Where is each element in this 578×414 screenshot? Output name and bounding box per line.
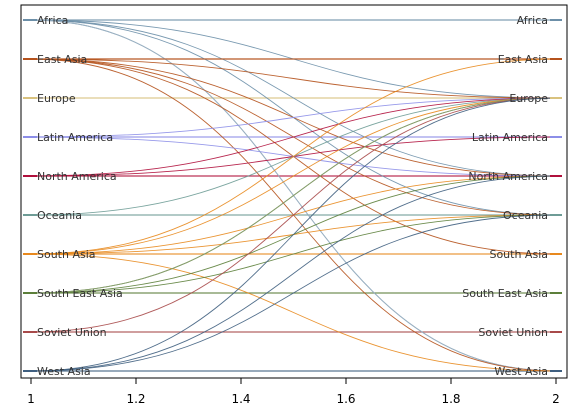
x-tick-label-1-4: 1.4 — [231, 392, 250, 406]
right-label-south-asia: South Asia — [489, 248, 548, 261]
left-label-africa: Africa — [37, 14, 68, 27]
plot-frame — [20, 4, 568, 379]
x-tick-label-1-2: 1.2 — [126, 392, 145, 406]
right-axis-labels: Africa East Asia Europe Latin America North … — [462, 14, 562, 378]
flow-soviet-union-to-europe — [30, 97, 557, 333]
left-axis-labels: Africa East Asia Europe Latin America North … — [23, 14, 123, 378]
x-tick-label-1: 1 — [27, 392, 35, 406]
right-label-north-america: North America — [468, 170, 548, 183]
flow-lines — [30, 19, 557, 372]
left-label-south-asia: South Asia — [37, 248, 96, 261]
flow-west-asia-to-oceania — [30, 214, 557, 372]
left-label-latin-america: Latin America — [37, 131, 113, 144]
flow-north-america-to-europe — [30, 97, 557, 177]
left-label-europe: Europe — [37, 92, 76, 105]
x-tick-label-2: 2 — [552, 392, 560, 406]
flow-east-asia-to-europe — [30, 58, 557, 99]
flow-south-asia-to-europe — [30, 97, 557, 255]
left-label-soviet-union: Soviet Union — [37, 326, 107, 339]
x-tick-label-1-8: 1.8 — [441, 392, 460, 406]
right-label-africa: Africa — [517, 14, 548, 27]
flow-south-east-asia-to-europe — [30, 97, 557, 294]
flow-west-asia-to-north-america — [30, 175, 557, 372]
left-label-east-asia: East Asia — [37, 53, 87, 66]
right-label-oceania: Oceania — [503, 209, 548, 222]
right-label-west-asia: West Asia — [494, 365, 548, 378]
flow-latin-america-to-europe — [30, 97, 557, 138]
right-label-south-east-asia: South East Asia — [462, 287, 548, 300]
left-label-north-america: North America — [37, 170, 117, 183]
flow-south-asia-to-east-asia — [30, 58, 557, 255]
x-tick-label-1-6: 1.6 — [336, 392, 355, 406]
right-label-latin-america: Latin America — [472, 131, 548, 144]
left-label-oceania: Oceania — [37, 209, 82, 222]
flow-south-east-asia-to-oceania — [30, 214, 557, 294]
left-label-south-east-asia: South East Asia — [37, 287, 123, 300]
left-label-west-asia: West Asia — [37, 365, 91, 378]
right-label-europe: Europe — [509, 92, 548, 105]
right-label-east-asia: East Asia — [498, 53, 548, 66]
flow-south-asia-to-west-asia — [30, 253, 557, 372]
flow-africa-to-north-america — [30, 19, 557, 177]
x-axis: 1 1.2 1.4 1.6 1.8 2 — [27, 378, 560, 406]
right-label-soviet-union: Soviet Union — [478, 326, 548, 339]
flow-west-asia-to-europe — [30, 97, 557, 372]
